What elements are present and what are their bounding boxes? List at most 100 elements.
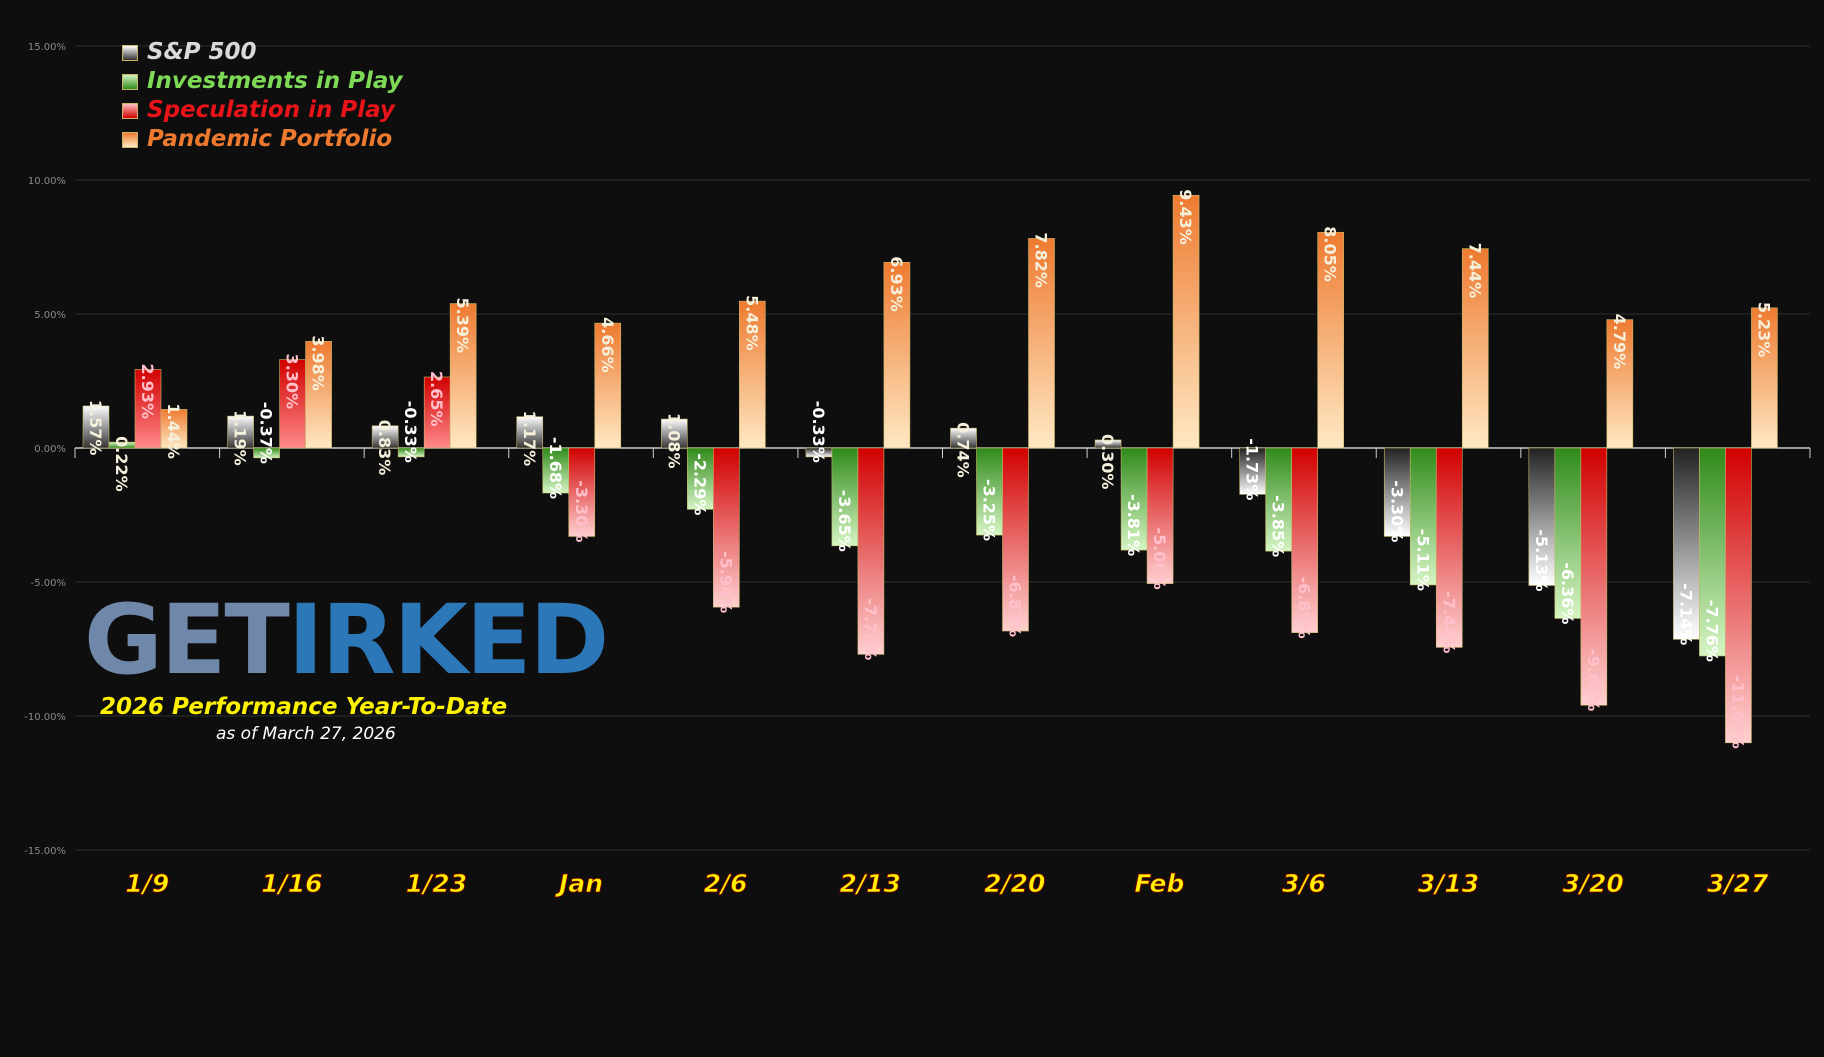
x-category-label: 3/6 [1282, 869, 1326, 898]
bar-pandemic [594, 322, 622, 449]
chart-title: 2026 Performance Year-To-Date [100, 694, 508, 720]
bar-sp500 [1528, 447, 1556, 586]
getirked-logo: GETIRKED 2026 Performance Year-To-Date a… [84, 592, 609, 744]
bar-investments [687, 447, 714, 510]
bar-investments [1554, 447, 1582, 619]
data-label-investments: -7.76% [1702, 600, 1721, 662]
bar-sp500 [227, 415, 254, 449]
bar-pandemic [1028, 238, 1055, 449]
data-label-pandemic: 5.23% [1754, 302, 1773, 358]
bar-investments [1409, 447, 1437, 586]
data-label-pandemic: 9.43% [1176, 189, 1195, 245]
legend-swatch-pandemic [122, 131, 138, 148]
data-label-sp500: 0.30% [1098, 434, 1117, 490]
bar-investments [1120, 447, 1148, 551]
data-label-sp500: 1.08% [664, 413, 683, 469]
bar-pandemic [739, 300, 766, 449]
data-label-pandemic: 4.79% [1610, 314, 1629, 370]
logo-get: GET [84, 584, 290, 696]
x-category-label: 2/6 [704, 869, 748, 898]
bar-speculation [1725, 447, 1752, 744]
legend-label-pandemic: Pandemic Portfolio [147, 126, 393, 152]
data-label-investments: -2.29% [690, 453, 709, 515]
y-tick-label: 15.00% [28, 42, 66, 53]
data-label-investments: -3.81% [1124, 494, 1143, 556]
data-label-pandemic: 8.05% [1321, 226, 1340, 282]
bar-investments [831, 447, 859, 547]
y-tick-label: -15.00% [24, 846, 66, 857]
data-label-speculation: -5.94% [716, 551, 735, 613]
bar-speculation [134, 369, 162, 449]
legend-swatch-sp500 [122, 44, 138, 61]
data-label-sp500: -1.73% [1243, 438, 1262, 500]
legend-item-pandemic: Pandemic Portfolio [122, 125, 403, 154]
legend-swatch-speculation [122, 102, 138, 119]
bar-pandemic [1461, 248, 1489, 449]
data-label-investments: -3.85% [1269, 495, 1288, 557]
bar-pandemic [883, 261, 911, 449]
bar-sp500 [516, 416, 544, 449]
legend-swatch-investments [122, 73, 138, 90]
y-tick-label: -5.00% [31, 578, 66, 589]
y-tick-label: 10.00% [28, 176, 66, 187]
bar-speculation [713, 447, 740, 608]
data-label-speculation: 2.93% [138, 363, 157, 419]
x-category-label: 3/13 [1418, 869, 1479, 898]
x-category-label: 1/23 [406, 869, 467, 898]
bar-pandemic [1172, 194, 1200, 449]
legend-label-sp500: S&P 500 [147, 39, 257, 65]
data-label-pandemic: 3.98% [309, 335, 328, 391]
x-category-label: 2/13 [840, 869, 901, 898]
data-label-pandemic: 7.82% [1032, 232, 1051, 288]
data-label-investments: -1.68% [546, 437, 565, 499]
bar-sp500 [661, 418, 688, 449]
bar-speculation [1435, 447, 1463, 648]
data-label-sp500: -5.13% [1532, 529, 1551, 591]
data-label-sp500: 0.74% [954, 422, 973, 478]
bar-speculation [423, 376, 451, 449]
bar-speculation [857, 447, 885, 655]
data-label-pandemic: 4.66% [598, 317, 617, 373]
x-category-label: 2/20 [984, 869, 1045, 898]
legend-label-speculation: Speculation in Play [147, 97, 395, 123]
data-label-pandemic: 7.44% [1465, 243, 1484, 299]
bar-speculation [279, 359, 306, 449]
data-label-investments: 0.22% [112, 436, 131, 492]
data-label-sp500: 0.83% [375, 420, 394, 476]
bar-pandemic [1606, 319, 1634, 449]
bar-investments [542, 447, 570, 494]
data-label-speculation: 3.30% [283, 354, 302, 410]
x-category-label: 3/27 [1707, 869, 1769, 898]
bar-sp500 [1094, 439, 1122, 449]
logo-wordmark: GETIRKED [84, 592, 609, 688]
bar-pandemic [1317, 231, 1344, 449]
data-label-investments: -5.11% [1413, 529, 1432, 591]
y-tick-label: 0.00% [34, 444, 66, 455]
data-label-pandemic: 6.93% [887, 256, 906, 312]
data-label-speculation: -6.89% [1295, 576, 1314, 638]
bar-speculation [1580, 447, 1608, 706]
bar-investments [397, 447, 425, 458]
bar-sp500 [1673, 447, 1700, 640]
data-label-pandemic: 5.39% [453, 298, 472, 354]
data-label-speculation: -3.30% [572, 480, 591, 542]
legend-label-investments: Investments in Play [147, 68, 403, 94]
bar-pandemic [305, 341, 332, 449]
bar-investments [1265, 447, 1292, 552]
x-category-label: 1/9 [125, 869, 169, 898]
data-label-speculation: -9.60% [1584, 649, 1603, 711]
legend-item-speculation: Speculation in Play [122, 96, 403, 125]
legend-item-investments: Investments in Play [122, 67, 403, 96]
x-category-label: Jan [554, 869, 603, 898]
data-label-pandemic: 5.48% [742, 295, 761, 351]
data-label-investments: -3.65% [835, 490, 854, 552]
logo-irked: IRKED [287, 584, 609, 696]
bar-investments [1699, 447, 1726, 657]
bar-speculation [1002, 447, 1029, 632]
chart-subtitle: as of March 27, 2026 [216, 724, 396, 744]
data-label-sp500: 1.19% [231, 410, 250, 466]
y-tick-label: -10.00% [24, 712, 66, 723]
data-label-sp500: 1.17% [520, 411, 539, 467]
